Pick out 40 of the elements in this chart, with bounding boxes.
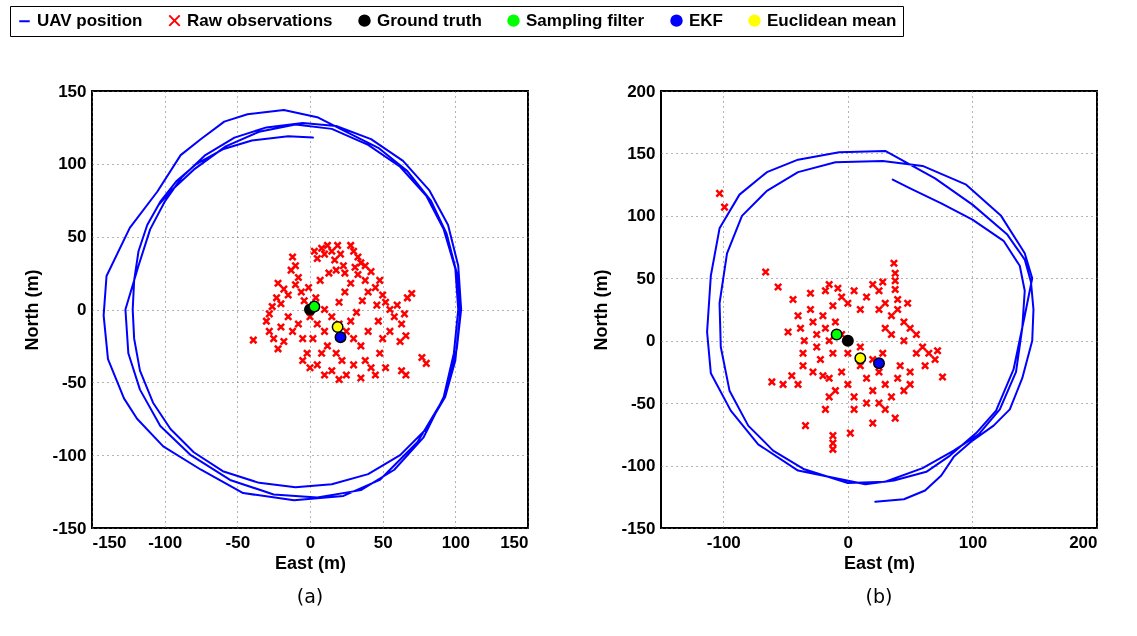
y-tick-label: -100 — [621, 456, 656, 476]
legend-label: Euclidean mean — [767, 10, 897, 30]
x-tick-label: -100 — [148, 532, 183, 552]
legend-label: EKF — [689, 10, 723, 30]
x-tick-label: -150 — [92, 532, 127, 552]
y-tick-label: 150 — [627, 143, 656, 163]
y-axis-title: North (m) — [591, 269, 612, 351]
legend-label: Sampling filter — [526, 10, 645, 30]
y-tick-label: 50 — [636, 268, 656, 288]
x-tick-label: 200 — [1069, 532, 1098, 552]
y-tick-label: 150 — [58, 81, 87, 101]
y-tick-label: 100 — [627, 206, 656, 226]
x-tick-label: 0 — [305, 532, 316, 552]
y-tick-label: 200 — [627, 81, 656, 101]
x-tick-label: 50 — [373, 532, 393, 552]
y-tick-label: -100 — [52, 445, 87, 465]
x-tick-label: 0 — [843, 532, 854, 552]
x-axis-title: East (m) — [274, 552, 347, 573]
y-tick-label: -50 — [61, 372, 87, 392]
line-series — [102, 108, 463, 502]
x-axis-title: East (m) — [843, 552, 916, 573]
y-axis-title: North (m) — [22, 269, 43, 351]
y-tick-label: -150 — [621, 518, 656, 538]
x-tick-label: -50 — [225, 532, 251, 552]
x-tick-label: 150 — [500, 532, 529, 552]
y-tick-label: 0 — [77, 300, 87, 319]
x-tick-label: 100 — [441, 532, 471, 552]
y-tick-label: 50 — [67, 227, 87, 247]
text: (b) — [865, 585, 893, 607]
x-tick-label: 100 — [958, 532, 988, 552]
y-tick-label: -150 — [52, 518, 87, 538]
legend-label: Ground truth — [377, 10, 482, 30]
legend-label: UAV position — [37, 11, 143, 31]
x-tick-label: -100 — [706, 532, 741, 552]
text: (a) — [296, 585, 324, 607]
line-series — [706, 149, 1035, 503]
y-tick-label: -50 — [630, 393, 656, 413]
legend-label: Raw observations — [187, 10, 333, 30]
y-tick-label: 0 — [646, 331, 656, 351]
y-tick-label: 100 — [58, 154, 87, 174]
